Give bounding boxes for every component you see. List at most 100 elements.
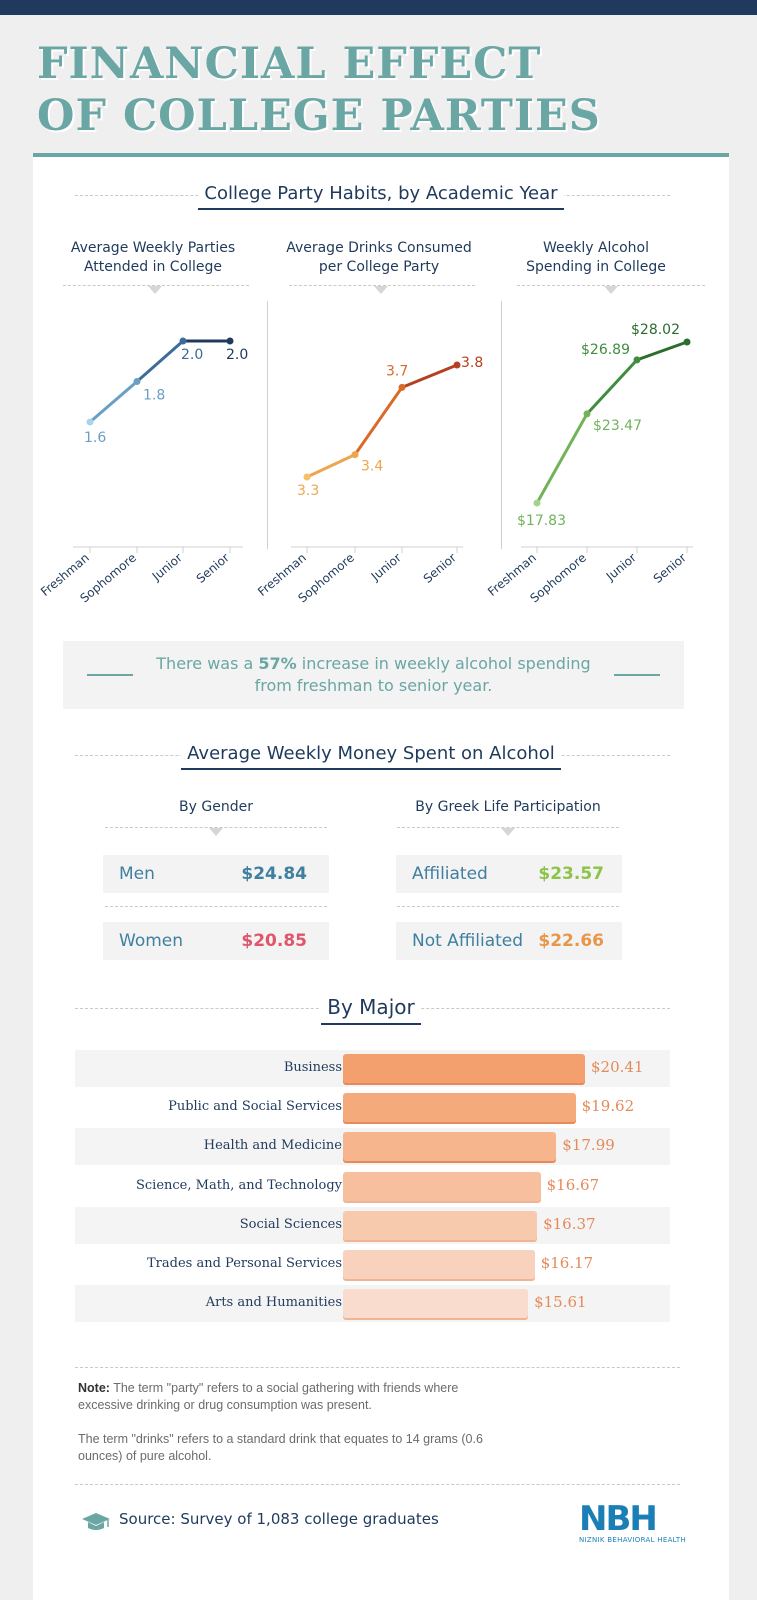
stat-value: $23.57	[538, 864, 604, 884]
logo-mark: NBH	[579, 1499, 658, 1539]
data-label: 3.7	[386, 363, 408, 379]
stat-value: $20.85	[241, 931, 307, 951]
gender-title: By Gender	[179, 799, 253, 815]
stat-label: Not Affiliated	[412, 931, 524, 951]
major-value: $19.62	[581, 1097, 635, 1116]
major-value: $17.99	[562, 1136, 615, 1155]
x-tick-label: Senior	[421, 551, 459, 586]
note-divider-bottom	[75, 1484, 680, 1485]
chart3-divider	[517, 285, 705, 286]
series-line-segment	[353, 385, 404, 457]
major-bar	[343, 1250, 535, 1279]
chart2-divider	[289, 285, 475, 286]
data-point	[533, 499, 541, 507]
data-label: 1.6	[84, 430, 106, 446]
callout-text: There was a 57% increase in weekly alcoh…	[156, 654, 591, 695]
series-line-segment	[585, 358, 639, 416]
chart2-pointer	[374, 286, 388, 294]
series-line-segment	[400, 363, 459, 389]
x-tick-label: Junior	[149, 551, 185, 584]
note-1: Note: The term "party" refers to a socia…	[78, 1381, 459, 1412]
data-point	[683, 338, 691, 346]
stat-affiliated: Affiliated $23.57	[396, 855, 622, 893]
stat-label: Women	[119, 931, 184, 951]
data-point	[303, 473, 311, 481]
data-point	[453, 361, 461, 369]
major-label: Social Sciences	[239, 1216, 342, 1232]
title-line-1: FINANCIAL EFFECT	[37, 39, 542, 89]
data-label: 3.8	[461, 355, 483, 371]
chart2-title: Average Drinks Consumed per College Part…	[286, 240, 472, 275]
gender-divider	[105, 827, 327, 828]
data-point	[351, 451, 359, 459]
x-tick-label: Senior	[194, 551, 232, 586]
stat-not-affiliated: Not Affiliated $22.66	[396, 922, 622, 960]
stat-value: $24.84	[241, 864, 307, 884]
data-point	[133, 378, 141, 385]
x-tick-label: Senior	[651, 551, 689, 586]
note-divider-top	[75, 1367, 680, 1368]
major-label: Public and Social Services	[168, 1099, 342, 1115]
nbh-logo: NBH NIZNIK BEHAVIORAL HEALTH	[579, 1502, 689, 1552]
data-label: 2.0	[181, 347, 203, 363]
series-line-segment	[135, 339, 185, 383]
data-label: $17.83	[517, 513, 566, 529]
data-label: $28.02	[631, 322, 680, 338]
content-panel: College Party Habits, by Academic Year A…	[33, 153, 729, 1600]
data-point	[633, 356, 641, 364]
major-value: $16.17	[540, 1254, 594, 1272]
data-label: $26.89	[581, 342, 630, 358]
insight-callout: There was a 57% increase in weekly alcoh…	[63, 641, 684, 709]
major-bar	[343, 1093, 576, 1123]
logo-name: NIZNIK BEHAVIORAL HEALTH	[579, 1536, 687, 1544]
x-tick-label: Junior	[603, 551, 639, 584]
gender-row-divider	[105, 906, 327, 907]
greek-row-divider	[397, 906, 619, 907]
data-point	[583, 410, 591, 418]
data-point	[226, 337, 234, 345]
title-line-2: OF COLLEGE PARTIES	[37, 91, 601, 141]
chart1-pointer	[148, 286, 162, 294]
major-bar	[343, 1054, 585, 1083]
series-line-segment	[535, 412, 589, 505]
callout-rule-right	[614, 674, 660, 676]
major-bar	[343, 1210, 538, 1240]
chart3-pointer	[604, 286, 618, 294]
series-line-segment	[305, 453, 357, 479]
data-point	[86, 418, 94, 426]
series-line-segment	[88, 380, 139, 424]
callout-rule-left	[87, 674, 133, 676]
major-value: $15.61	[534, 1293, 587, 1312]
chart1-title: Average Weekly Parties Attended in Colle…	[70, 240, 236, 275]
note-2: The term "drinks" refers to a standard d…	[78, 1432, 483, 1463]
major-value: $16.67	[546, 1175, 600, 1194]
page-title: FINANCIAL EFFECT OF COLLEGE PARTIES	[37, 38, 601, 142]
stat-label: Affiliated	[412, 864, 488, 884]
chart-separator-1	[267, 301, 268, 549]
major-label: Science, Math, and Technology	[135, 1177, 342, 1193]
chart3-title: Weekly Alcohol Spending in College	[526, 240, 666, 275]
greek-title: By Greek Life Participation	[415, 799, 601, 815]
gender-pointer	[209, 828, 223, 836]
stat-women: Women $20.85	[103, 922, 329, 960]
major-label: Arts and Humanities	[205, 1295, 342, 1311]
major-label: Trades and Personal Services	[147, 1256, 342, 1271]
chart1-divider	[63, 285, 249, 286]
stat-value: $22.66	[538, 931, 604, 951]
greek-divider	[397, 827, 619, 828]
x-tick-label: Junior	[368, 551, 404, 584]
major-label: Business	[283, 1060, 342, 1075]
major-bar	[343, 1289, 529, 1319]
major-bar	[343, 1171, 541, 1201]
line-charts: 1.6Freshman1.8Sophomore2.0Junior2.0Senio…	[38, 322, 693, 605]
callout-highlight: 57%	[258, 654, 297, 673]
series-line-segment	[635, 340, 689, 362]
data-point	[179, 337, 187, 345]
source-text: Source: Survey of 1,083 college graduate…	[119, 1510, 439, 1528]
major-value: $20.41	[591, 1058, 644, 1076]
section3-title: By Major	[33, 995, 709, 1025]
stat-label: Men	[119, 864, 155, 884]
chart-separator-2	[501, 301, 502, 549]
major-value: $16.37	[543, 1214, 596, 1233]
data-label: 2.0	[226, 347, 248, 363]
